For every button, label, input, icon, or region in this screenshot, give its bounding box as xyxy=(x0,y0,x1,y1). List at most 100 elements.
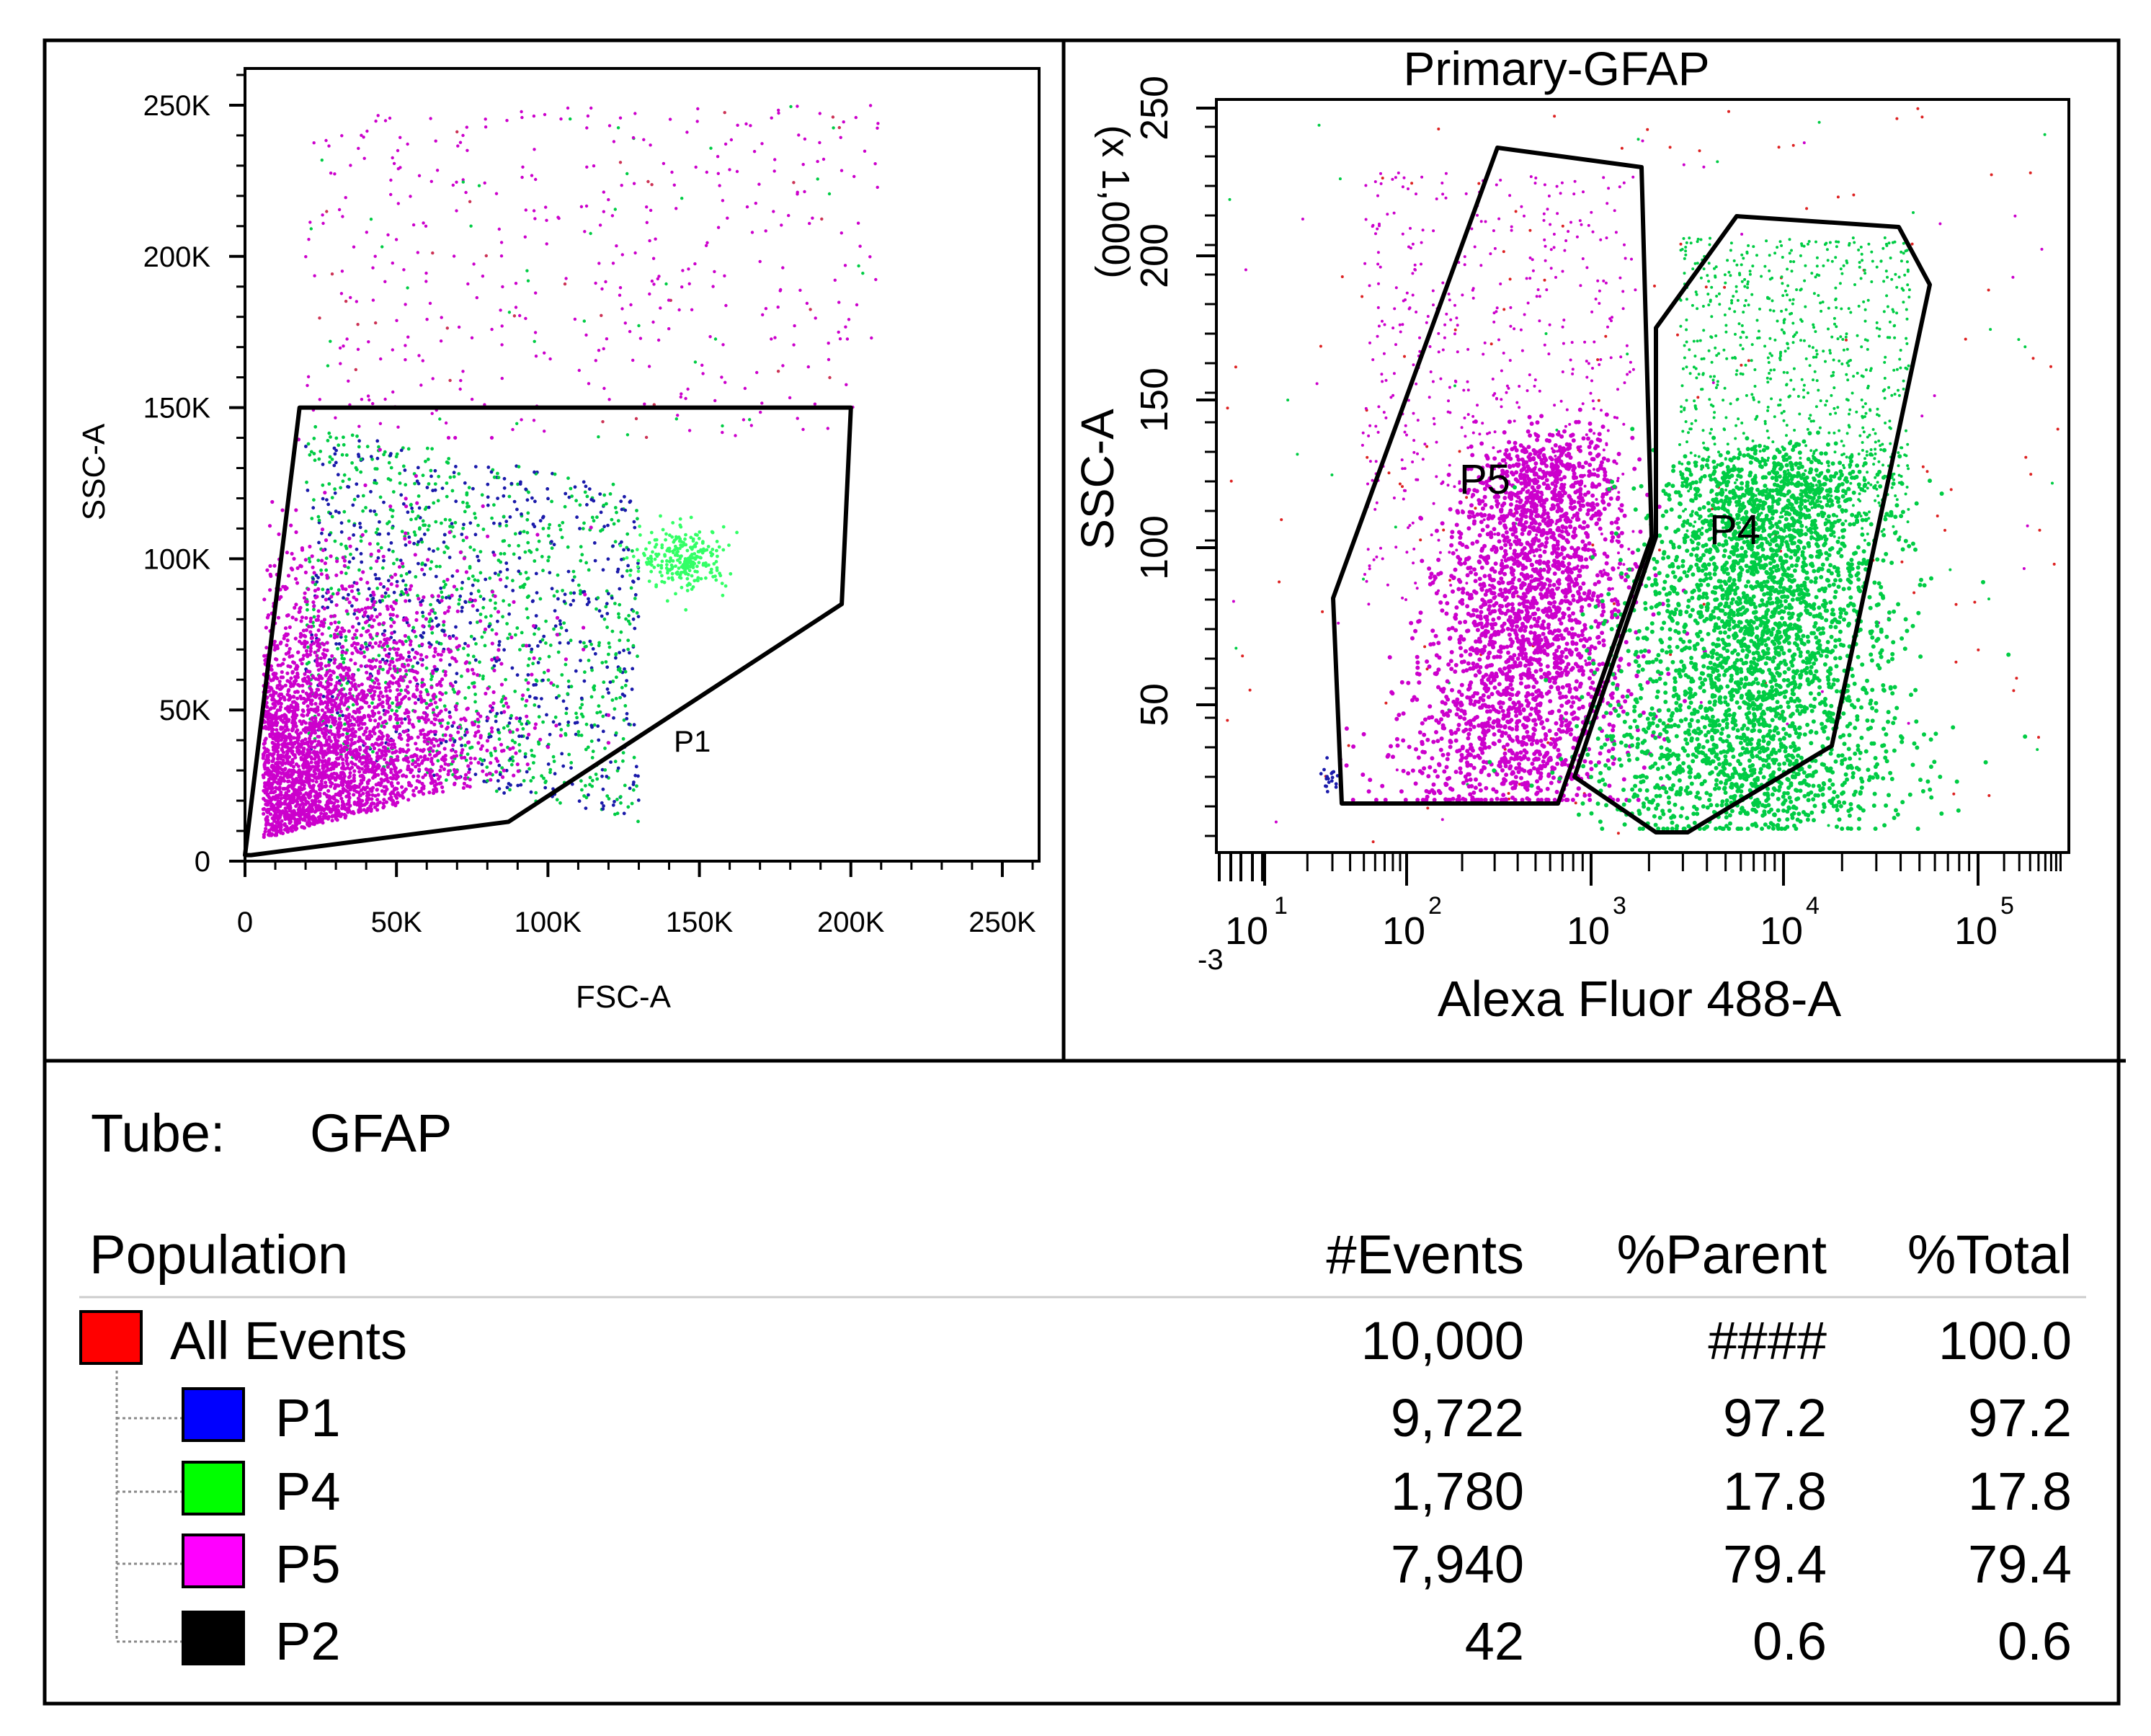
event-point xyxy=(660,574,664,578)
event-point xyxy=(378,495,383,499)
event-point xyxy=(625,532,630,536)
event-point xyxy=(386,579,391,582)
event-point xyxy=(583,490,587,494)
event-point xyxy=(499,570,502,574)
event-point xyxy=(686,387,690,391)
event-point xyxy=(674,207,678,210)
event-point xyxy=(856,221,860,225)
event-point xyxy=(558,523,561,528)
event-point xyxy=(660,579,664,584)
event-point xyxy=(399,448,404,453)
event-point xyxy=(309,625,313,629)
event-point xyxy=(375,798,380,802)
event-point xyxy=(329,766,334,770)
event-point xyxy=(417,494,421,498)
event-point xyxy=(596,724,600,728)
event-point xyxy=(499,662,504,666)
event-point xyxy=(347,584,352,589)
event-point xyxy=(589,525,593,530)
event-point xyxy=(579,734,584,737)
event-point xyxy=(557,694,561,698)
event-point xyxy=(463,733,467,737)
event-point xyxy=(310,517,314,520)
event-point xyxy=(422,221,425,225)
event-point xyxy=(365,781,370,785)
event-point xyxy=(556,215,560,219)
event-point xyxy=(549,681,553,685)
event-point xyxy=(615,798,619,801)
event-point xyxy=(564,711,569,716)
event-point xyxy=(654,552,658,556)
event-point xyxy=(439,339,443,343)
event-point xyxy=(380,657,385,662)
event-point xyxy=(710,571,713,574)
event-point xyxy=(546,534,551,538)
event-point xyxy=(548,571,552,575)
event-point xyxy=(378,582,383,587)
event-point xyxy=(496,476,501,479)
event-point xyxy=(373,731,377,736)
event-point xyxy=(670,571,674,576)
event-point xyxy=(713,337,718,341)
event-point xyxy=(422,631,426,635)
event-point xyxy=(401,796,406,800)
event-point xyxy=(396,801,400,805)
event-point xyxy=(687,267,690,271)
event-point xyxy=(352,793,356,797)
event-point xyxy=(716,554,719,558)
event-point xyxy=(476,760,481,765)
event-point xyxy=(468,767,472,771)
event-point xyxy=(511,427,515,432)
event-point xyxy=(339,709,343,714)
event-point xyxy=(457,472,461,476)
event-point xyxy=(370,762,375,766)
event-point xyxy=(579,779,583,783)
event-point xyxy=(543,780,548,785)
event-point xyxy=(690,574,694,578)
event-point xyxy=(348,774,352,778)
event-point xyxy=(550,546,554,551)
event-point xyxy=(340,270,344,273)
event-point xyxy=(404,669,409,673)
event-point xyxy=(268,716,272,720)
event-point xyxy=(589,695,594,699)
event-point xyxy=(613,812,617,816)
event-point xyxy=(309,687,313,692)
event-point xyxy=(437,594,441,598)
event-point xyxy=(319,450,323,453)
event-point xyxy=(723,142,728,146)
event-point xyxy=(294,724,298,729)
event-point xyxy=(355,547,359,551)
event-point xyxy=(282,657,286,662)
event-point xyxy=(341,215,344,218)
event-point xyxy=(296,650,300,654)
event-point xyxy=(561,520,565,525)
event-point xyxy=(406,650,411,654)
event-point xyxy=(444,421,448,425)
event-point xyxy=(566,692,570,696)
event-point xyxy=(294,530,298,535)
event-point xyxy=(417,174,422,177)
event-point xyxy=(347,560,352,564)
event-point xyxy=(580,703,584,707)
event-point xyxy=(445,494,449,499)
event-point xyxy=(368,641,373,646)
event-point xyxy=(391,348,394,352)
event-point xyxy=(478,613,483,616)
event-point xyxy=(585,602,589,607)
event-point xyxy=(396,781,401,785)
event-point xyxy=(636,569,641,574)
event-point xyxy=(600,287,604,291)
event-point xyxy=(816,159,819,164)
event-point xyxy=(311,641,316,646)
event-point xyxy=(689,535,693,540)
event-point xyxy=(530,174,534,177)
event-point xyxy=(532,761,535,765)
event-point xyxy=(723,111,726,115)
event-point xyxy=(309,227,313,231)
event-point xyxy=(306,587,311,592)
event-point xyxy=(471,486,475,491)
event-point xyxy=(776,306,780,309)
event-point xyxy=(831,115,835,119)
event-point xyxy=(843,264,847,267)
